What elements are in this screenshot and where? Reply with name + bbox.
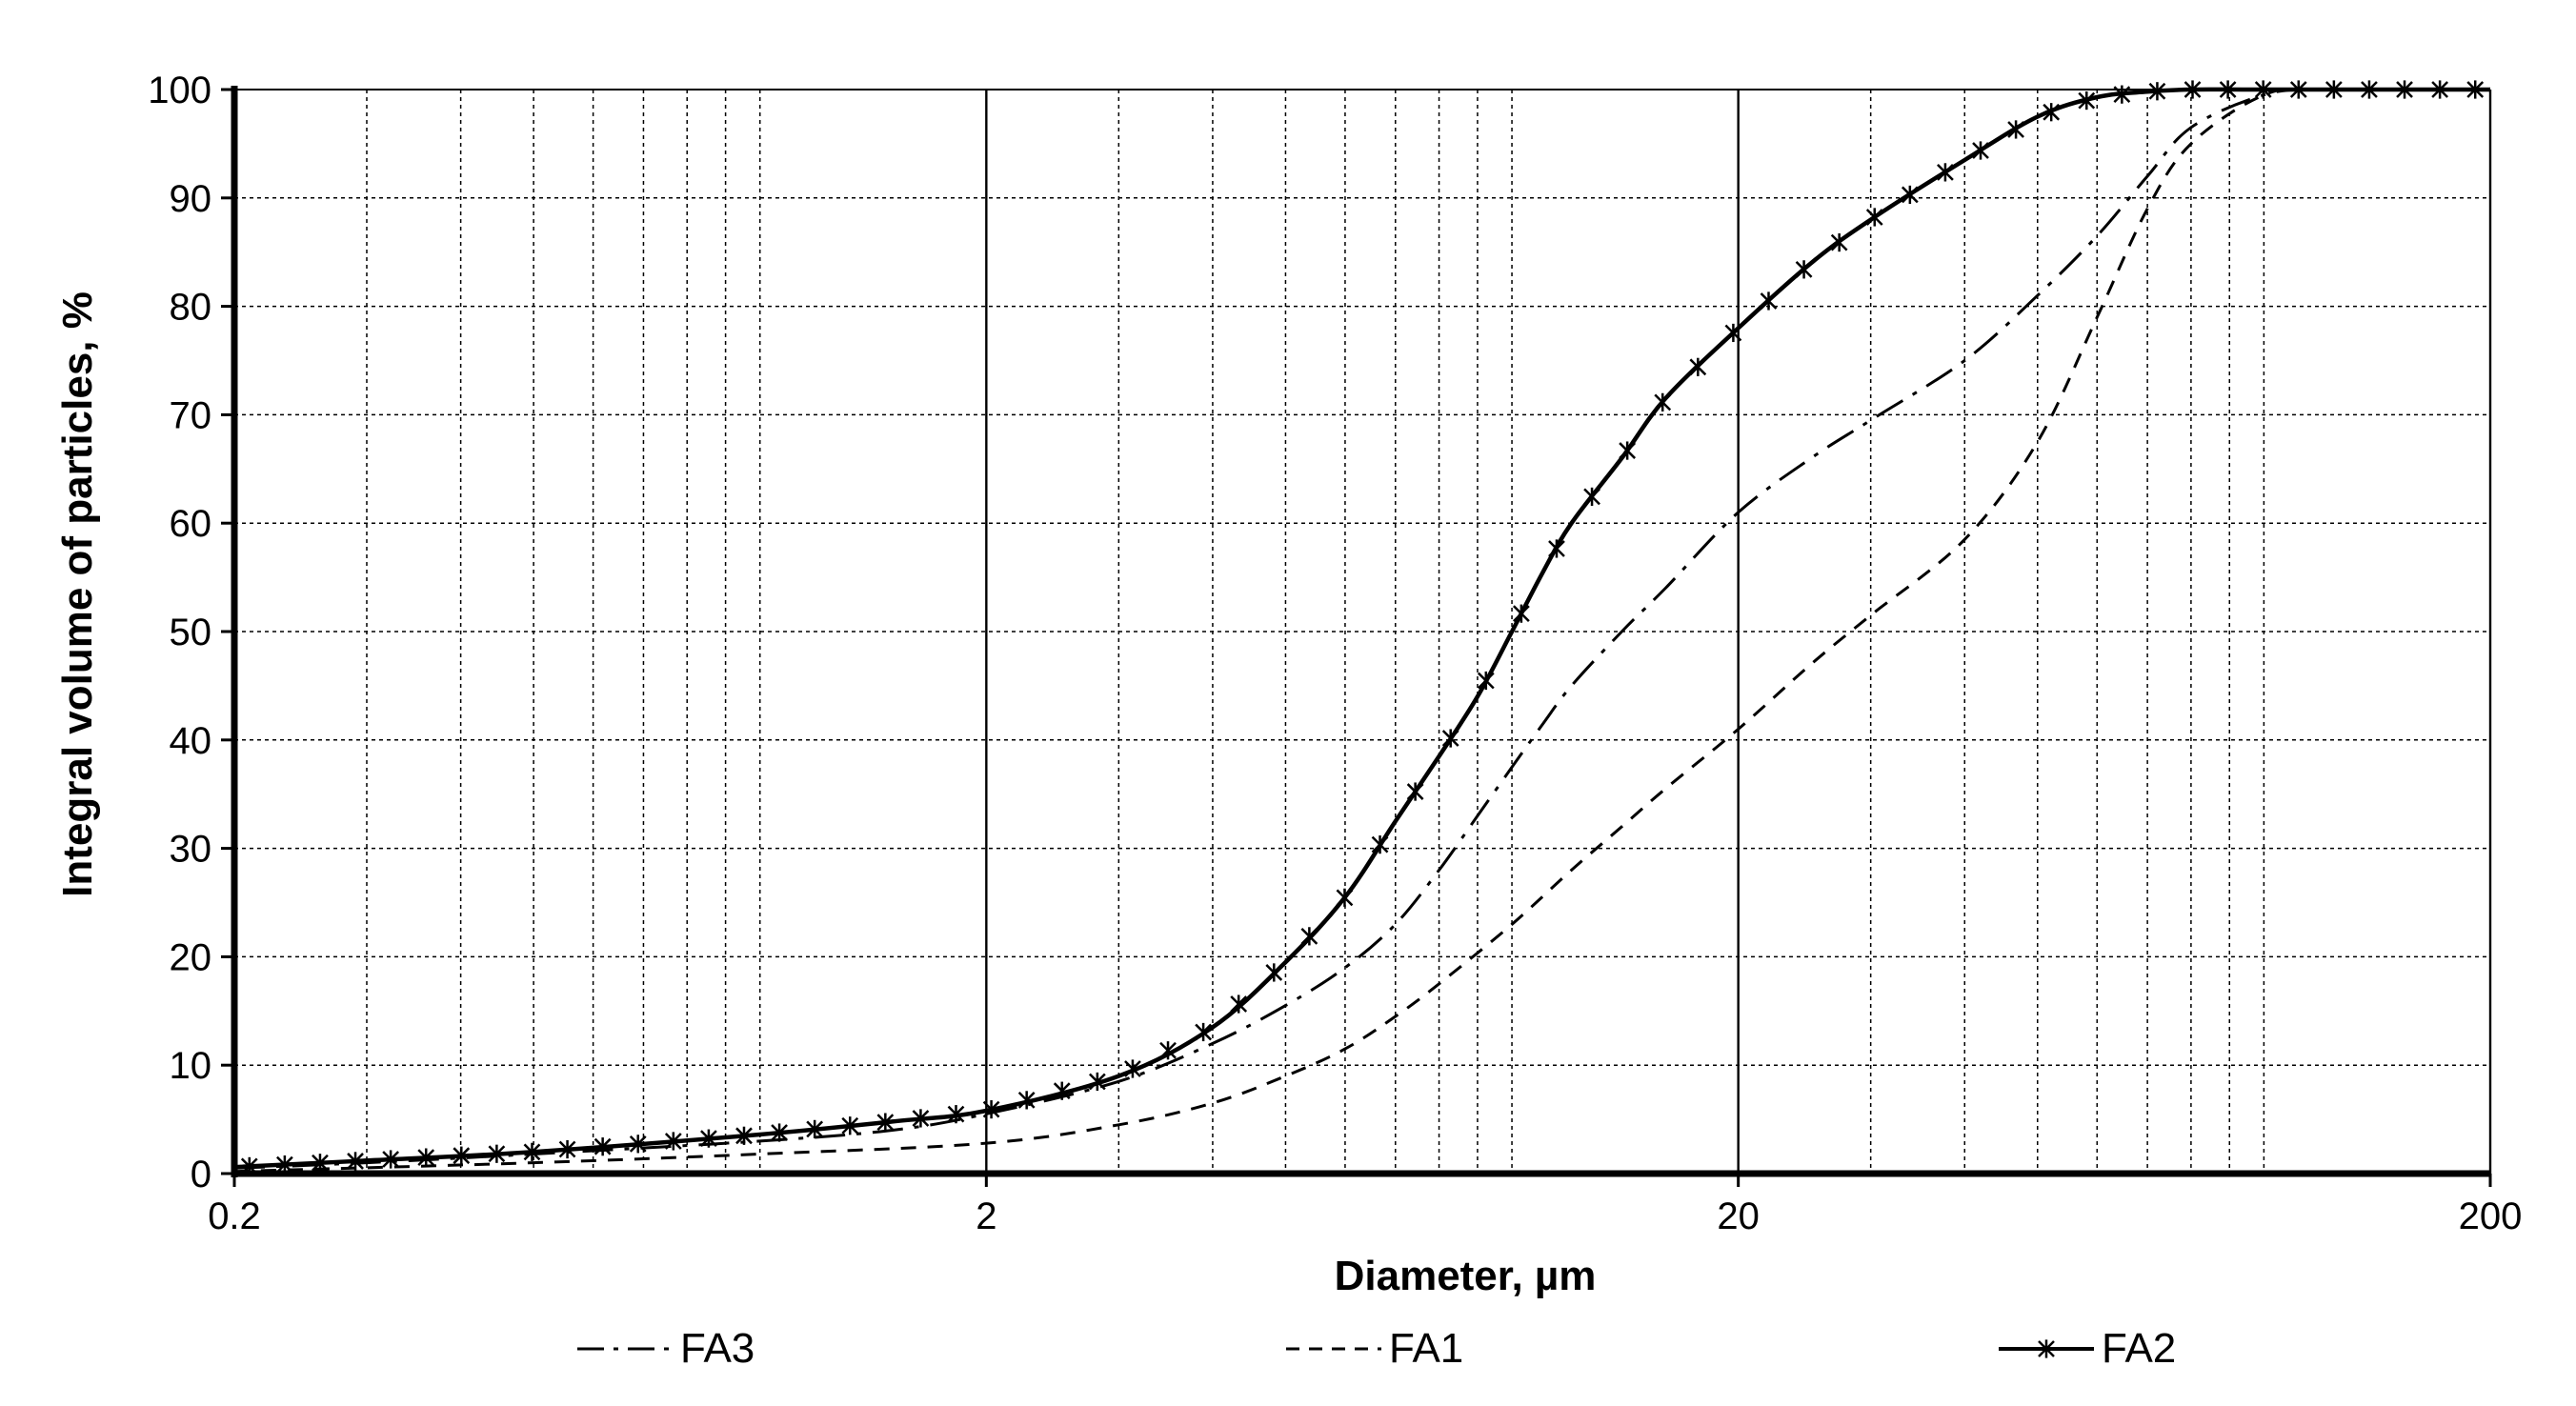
series-fa2-marker: [2007, 120, 2024, 139]
legend-item-fa3: FA3: [577, 1325, 755, 1372]
series-fa2-marker: [1548, 539, 1565, 558]
series-fa2-marker: [1406, 782, 1424, 801]
series-fa2-marker: [347, 1152, 364, 1171]
series-fa2-marker: [2361, 80, 2378, 99]
y-tick-label: 60: [170, 503, 212, 545]
series-fa2-marker: [1441, 729, 1459, 748]
series-fa2-marker: [1830, 232, 1848, 252]
series-fa2-marker: [1017, 1091, 1036, 1110]
series-fa2-marker: [1053, 1081, 1071, 1100]
legend-label-fa1: FA1: [1389, 1325, 1463, 1372]
series-fa2-marker: [1230, 994, 1248, 1014]
y-tick-label: 40: [170, 720, 212, 762]
series-fa2-marker: [2396, 80, 2413, 99]
series-fa2-marker: [558, 1139, 576, 1159]
series-fa2-marker: [806, 1119, 824, 1138]
series-fa2-marker: [1195, 1022, 1212, 1042]
series-fa2-marker: [2254, 80, 2272, 99]
y-tick-label: 80: [170, 287, 212, 329]
series-fa2-marker: [1300, 927, 1318, 946]
legend-label-fa3: FA3: [680, 1325, 755, 1372]
series-fa2-marker: [2078, 90, 2096, 110]
y-axis-title: Integral volume of particles, %: [54, 291, 101, 897]
series-fa2-marker: [2466, 80, 2485, 99]
series-fa2-marker: [2219, 80, 2237, 99]
y-tick-label: 0: [191, 1154, 211, 1195]
series-fa2-marker: [1619, 441, 1637, 460]
series-fa2-marker: [629, 1135, 647, 1154]
series-fa2-marker: [1901, 185, 1919, 205]
legend-label-fa2: FA2: [2102, 1325, 2176, 1372]
series-fa2-marker: [841, 1116, 859, 1135]
series-fa2-marker: [1124, 1059, 1141, 1078]
y-tick-label: 30: [170, 829, 212, 871]
series-fa2-marker: [488, 1144, 506, 1163]
legend-item-fa1: FA1: [1286, 1325, 1463, 1372]
y-tick-label: 70: [170, 394, 212, 436]
series-fa2-marker: [2289, 80, 2307, 99]
series-fa2-marker: [1795, 260, 1813, 279]
series-fa1-line: [233, 88, 2491, 1174]
series-fa2-marker: [664, 1132, 682, 1151]
x-tick-label: 2: [976, 1195, 996, 1237]
series-fa2-marker: [2043, 103, 2061, 122]
series-fa2-marker: [876, 1113, 895, 1132]
series-fa2-marker: [1265, 963, 1283, 982]
series-fa2-marker: [735, 1126, 753, 1145]
series-fa2-marker: [2324, 80, 2343, 99]
series-fa2-marker: [2148, 82, 2166, 101]
y-tick-label: 90: [170, 178, 212, 220]
series-fa2-marker: [382, 1150, 400, 1169]
series-fa2-marker: [523, 1142, 541, 1161]
x-axis-title: Diameter, µm: [1335, 1253, 1597, 1299]
series-fa2-marker: [1689, 357, 1707, 376]
series-fa2-marker: [417, 1148, 435, 1167]
series-fa2-marker: [453, 1146, 471, 1165]
series-fa2-marker: [1159, 1041, 1177, 1060]
axes: [221, 86, 2492, 1187]
tick-labels: 0 10 20 30 40 50 60 70 80 90 100 0.2 2 20 200: [148, 70, 2522, 1237]
series-fa2-marker: [1724, 323, 1742, 343]
series-fa2-marker: [2184, 80, 2202, 99]
series-fa2-marker: [982, 1100, 1000, 1119]
series-fa2-marker: [771, 1123, 788, 1142]
series-fa2-marker: [1513, 604, 1530, 623]
series-fa2-line: [233, 87, 2490, 1170]
series-fa2-marker: [594, 1137, 612, 1156]
series-layer: [233, 80, 2491, 1175]
y-tick-label: 100: [148, 70, 211, 111]
series-fa2-marker: [1583, 487, 1600, 507]
series-fa3-line: [233, 88, 2491, 1170]
series-fa2-marker: [312, 1154, 329, 1173]
y-tick-label: 20: [170, 936, 212, 978]
x-tick-label: 20: [1717, 1195, 1760, 1237]
series-fa2-marker: [2431, 80, 2449, 99]
series-fa2-marker: [1371, 835, 1389, 854]
series-fa2-marker: [1477, 671, 1495, 691]
y-tick-label: 50: [170, 612, 212, 653]
series-fa2-marker: [1654, 392, 1672, 412]
series-fa2-marker: [1760, 291, 1778, 311]
series-fa2-marker: [2113, 85, 2131, 104]
grid: [234, 89, 2492, 1174]
series-fa2-marker: [1972, 141, 1989, 160]
series-fa2-marker: [1865, 208, 1883, 227]
series-fa2-marker: [912, 1109, 930, 1128]
series-fa2-marker: [1937, 163, 1954, 182]
series-fa2-marker: [2038, 1339, 2055, 1358]
series-fa2-marker: [700, 1129, 717, 1148]
series-fa2-marker: [1088, 1072, 1106, 1092]
x-tick-label: 200: [2459, 1195, 2523, 1237]
series-fa2-marker: [1336, 888, 1354, 907]
series-fa2-marker: [947, 1105, 965, 1124]
legend: FA3 FA1 FA2: [577, 1325, 2176, 1372]
y-tick-label: 10: [170, 1045, 212, 1087]
x-tick-label: 0.2: [208, 1195, 261, 1237]
legend-item-fa2: FA2: [1999, 1325, 2176, 1372]
